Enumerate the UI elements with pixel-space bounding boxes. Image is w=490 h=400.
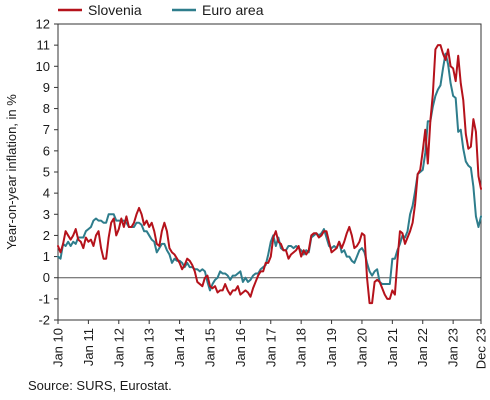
x-tick-label: Jan 10 bbox=[51, 328, 66, 367]
legend: Slovenia Euro area bbox=[58, 2, 264, 18]
x-tick-label: Jan 20 bbox=[354, 328, 369, 367]
x-tick-label: Jan 21 bbox=[385, 328, 400, 367]
x-tick-label: Jan 12 bbox=[111, 328, 126, 367]
x-tick-label: Jan 23 bbox=[446, 328, 461, 367]
y-tick-label: -1 bbox=[38, 291, 50, 306]
y-tick-label: 4 bbox=[43, 186, 50, 201]
y-tick-label: 1 bbox=[43, 249, 50, 264]
y-tick-label: 5 bbox=[43, 165, 50, 180]
y-tick-label: 3 bbox=[43, 207, 50, 222]
x-tick-label: Jan 14 bbox=[172, 328, 187, 367]
y-tick-label: 0 bbox=[43, 270, 50, 285]
y-tick-label: 11 bbox=[37, 38, 51, 53]
x-tick-label: Jan 11 bbox=[81, 328, 96, 366]
source-note: Source: SURS, Eurostat. bbox=[28, 378, 172, 393]
x-tick-label: Dec 23 bbox=[474, 328, 489, 369]
y-tick-label: 6 bbox=[43, 143, 50, 158]
x-tick-label: Jan 18 bbox=[294, 328, 309, 367]
y-tick-label: 8 bbox=[43, 101, 50, 116]
y-axis-label: Year-on-year inflation, in % bbox=[4, 94, 19, 250]
y-tick-label: 12 bbox=[36, 17, 50, 32]
y-tick-label: 9 bbox=[43, 80, 50, 95]
series-layer bbox=[57, 44, 482, 305]
plot-frame bbox=[57, 23, 482, 321]
x-tick-label: Jan 22 bbox=[415, 328, 430, 367]
x-tick-label: Jan 19 bbox=[324, 328, 339, 367]
series-line-euro-area bbox=[57, 52, 482, 292]
y-tick-label: 7 bbox=[43, 122, 50, 137]
y-tick-label: 10 bbox=[36, 59, 50, 74]
series-line-slovenia bbox=[57, 44, 482, 305]
legend-label: Euro area bbox=[202, 2, 264, 18]
legend-label: Slovenia bbox=[88, 2, 142, 18]
y-tick-label: 2 bbox=[43, 228, 50, 243]
x-tick-label: Jan 17 bbox=[263, 328, 278, 367]
x-tick-label: Jan 16 bbox=[233, 328, 248, 367]
x-axis-ticks: Jan 10 Jan 11 Jan 12 Jan 13 Jan 14 Jan 15 Jan … bbox=[51, 320, 489, 369]
x-tick-label: Jan 13 bbox=[142, 328, 157, 367]
y-tick-label: -2 bbox=[38, 313, 50, 328]
x-tick-label: Jan 15 bbox=[202, 328, 217, 367]
